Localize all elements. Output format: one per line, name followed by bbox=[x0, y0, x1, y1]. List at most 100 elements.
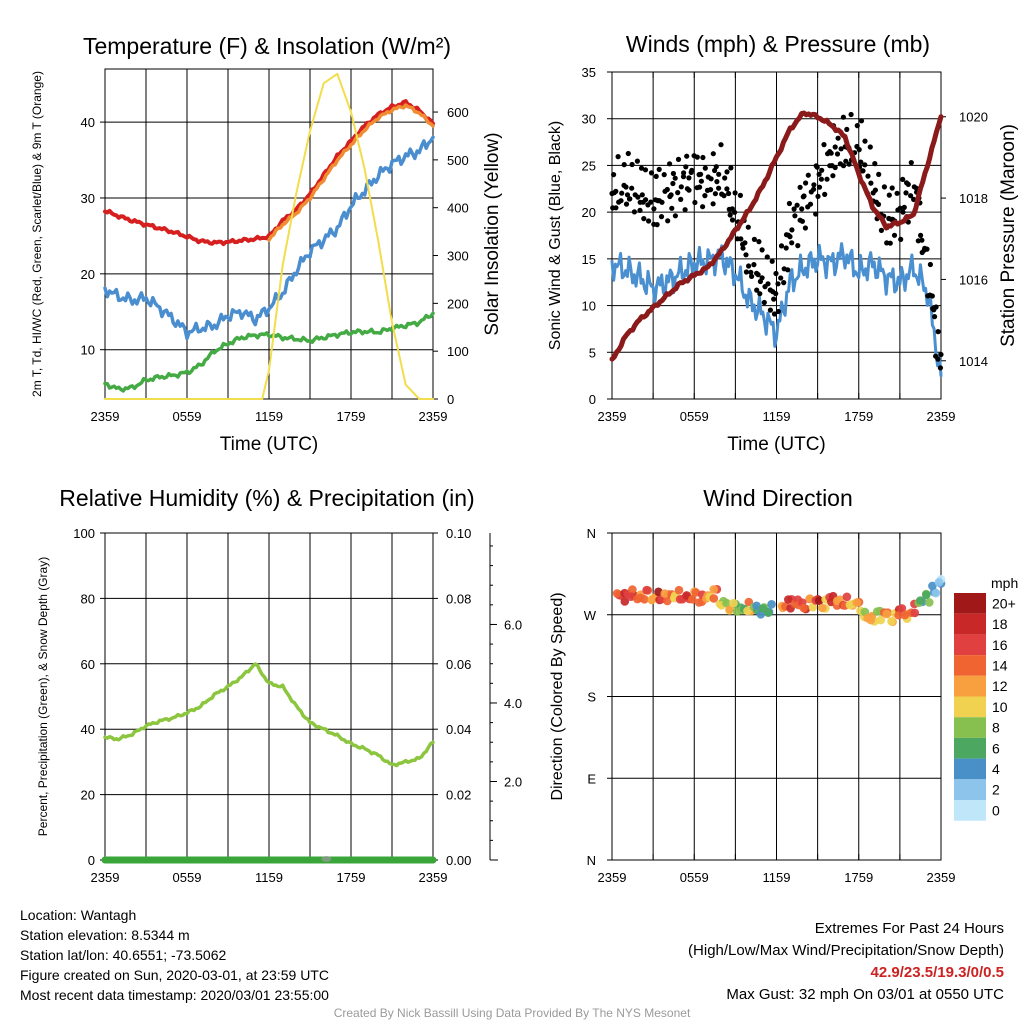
series-line-2m-t bbox=[103, 99, 435, 247]
y2-tick-label: 0 bbox=[447, 392, 454, 407]
gust-point bbox=[716, 171, 722, 177]
direction-point bbox=[752, 601, 761, 611]
y2-axis-label: Solar Insolation (Yellow) bbox=[482, 132, 503, 335]
x-tick-label: 1759 bbox=[337, 409, 366, 424]
legend-label: 0 bbox=[992, 802, 1000, 818]
gust-point bbox=[634, 158, 641, 164]
gust-point bbox=[631, 209, 638, 215]
gust-point bbox=[732, 209, 738, 215]
gust-point bbox=[787, 234, 793, 240]
direction-point bbox=[743, 606, 752, 616]
x-tick-label: 1159 bbox=[255, 409, 283, 424]
legend-title: mph bbox=[991, 575, 1018, 591]
gust-point bbox=[803, 180, 809, 186]
gust-point bbox=[667, 161, 673, 167]
legend-swatch bbox=[954, 717, 986, 738]
legend-label: 10 bbox=[992, 699, 1008, 715]
gust-point bbox=[621, 162, 627, 168]
gust-point bbox=[919, 237, 925, 243]
series-line-9m-t bbox=[267, 103, 435, 242]
gust-point bbox=[805, 172, 811, 178]
gust-point bbox=[648, 170, 655, 176]
gust-point bbox=[651, 206, 657, 212]
station-elevation: Station elevation: 8.5344 m bbox=[20, 927, 190, 943]
gust-point bbox=[629, 185, 635, 191]
gust-point bbox=[757, 291, 763, 297]
gust-point bbox=[830, 173, 836, 179]
gust-point bbox=[799, 206, 805, 212]
gust-point bbox=[643, 197, 649, 203]
gust-point bbox=[615, 154, 621, 160]
direction-point bbox=[628, 585, 637, 594]
gust-point bbox=[862, 138, 868, 144]
y-tick-label: 80 bbox=[81, 591, 95, 606]
gust-point bbox=[778, 243, 785, 249]
gust-point bbox=[749, 273, 755, 279]
y-axis-label: Direction (Colored By Speed) bbox=[549, 592, 566, 800]
gust-point bbox=[903, 190, 909, 196]
gust-point bbox=[935, 329, 941, 335]
direction-point bbox=[660, 589, 670, 598]
gust-point bbox=[881, 184, 888, 190]
gust-point bbox=[765, 281, 771, 287]
direction-point bbox=[916, 596, 925, 605]
gust-point bbox=[846, 161, 852, 167]
gust-point bbox=[759, 275, 765, 281]
x-tick-label: 2359 bbox=[91, 409, 120, 424]
gust-point bbox=[625, 150, 631, 157]
gust-point bbox=[816, 171, 822, 177]
gust-point bbox=[848, 111, 854, 118]
gust-point bbox=[661, 172, 667, 178]
gust-point bbox=[898, 236, 904, 242]
y-tick-label: 30 bbox=[582, 112, 596, 127]
direction-point bbox=[882, 609, 891, 619]
gust-point bbox=[728, 165, 734, 171]
direction-point bbox=[876, 615, 885, 625]
legend-swatch bbox=[954, 634, 986, 656]
legend-label: 12 bbox=[992, 678, 1008, 694]
gust-point bbox=[697, 184, 703, 190]
direction-point bbox=[808, 602, 818, 612]
direction-point bbox=[767, 600, 776, 609]
gust-point bbox=[897, 205, 903, 211]
gust-point bbox=[799, 218, 806, 224]
plot-frame bbox=[611, 71, 942, 400]
gust-point bbox=[933, 304, 939, 310]
gust-point bbox=[818, 176, 825, 182]
direction-point bbox=[922, 590, 931, 600]
direction-point bbox=[799, 603, 808, 613]
gust-point bbox=[843, 158, 849, 164]
extremes-subtitle: (High/Low/Max Wind/Precipitation/Snow De… bbox=[688, 942, 1004, 959]
figure-created: Figure created on Sun, 2020-03-01, at 23… bbox=[20, 967, 329, 983]
x-tick-label: 2359 bbox=[927, 409, 956, 424]
gust-point bbox=[745, 224, 751, 230]
gust-point bbox=[686, 175, 692, 181]
y-tick-label: 5 bbox=[589, 345, 596, 360]
gust-point bbox=[802, 225, 809, 231]
y2-tick-label: 100 bbox=[447, 344, 469, 359]
y-tick-label: 25 bbox=[582, 158, 596, 173]
legend-swatch bbox=[954, 696, 986, 718]
gust-point bbox=[681, 170, 687, 176]
gust-point bbox=[727, 212, 733, 218]
gust-point bbox=[748, 269, 754, 275]
gust-point bbox=[716, 185, 722, 191]
gust-point bbox=[712, 191, 719, 197]
gust-point bbox=[746, 263, 752, 269]
y-tick-label: S bbox=[587, 690, 596, 705]
direction-point bbox=[832, 596, 842, 606]
station-location: Location: Wantagh bbox=[20, 907, 137, 923]
gust-point bbox=[638, 165, 645, 171]
gust-point bbox=[761, 299, 767, 306]
gust-point bbox=[619, 190, 625, 196]
x-axis-label: Time (UTC) bbox=[727, 434, 826, 455]
direction-point bbox=[818, 603, 827, 613]
gust-point bbox=[894, 190, 900, 196]
x-tick-label: 2359 bbox=[419, 409, 448, 424]
gust-point bbox=[729, 217, 736, 223]
gust-point bbox=[698, 178, 705, 184]
gust-point bbox=[751, 262, 757, 268]
gust-point bbox=[786, 200, 793, 207]
gust-point bbox=[811, 186, 817, 192]
gust-point bbox=[872, 161, 878, 167]
